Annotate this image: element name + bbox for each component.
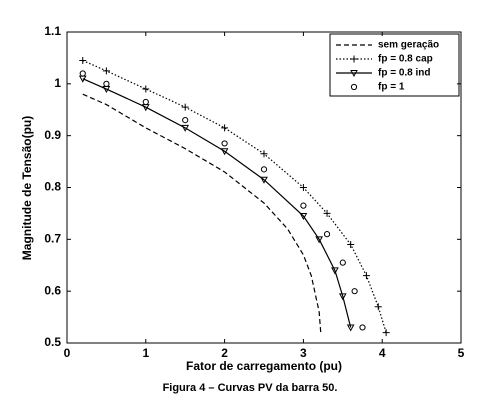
series-line (82, 59, 387, 333)
marker (182, 117, 189, 124)
y-tick-label: 1 (54, 76, 61, 90)
marker (374, 303, 382, 311)
marker (339, 259, 346, 266)
marker (221, 124, 229, 132)
marker (103, 80, 110, 87)
marker (260, 150, 268, 158)
marker (347, 241, 355, 249)
y-tick-label: 0.5 (44, 335, 61, 349)
y-tick-label: 0.6 (44, 283, 61, 297)
marker (142, 98, 149, 106)
marker (79, 70, 86, 77)
x-tick-label: 2 (221, 346, 228, 360)
y-tick-label: 0.7 (44, 232, 61, 246)
legend-label: sem geração (378, 40, 439, 51)
x-tick-label: 3 (300, 346, 307, 360)
marker (102, 67, 110, 75)
marker (350, 70, 358, 78)
marker (351, 288, 358, 295)
marker (346, 324, 355, 332)
marker (331, 267, 339, 275)
marker (350, 83, 358, 91)
marker (299, 184, 307, 191)
x-axis-label: Fator de carregamento (pu) (186, 359, 342, 373)
marker (181, 124, 190, 132)
x-tick-label: 0 (64, 346, 71, 360)
x-tick-label: 5 (458, 346, 465, 360)
marker (260, 176, 268, 184)
marker (300, 202, 307, 209)
marker (142, 85, 150, 93)
marker (362, 272, 370, 280)
marker (220, 148, 229, 156)
marker (359, 324, 366, 331)
marker (79, 57, 87, 65)
y-tick-label: 0.8 (44, 180, 61, 194)
marker (350, 55, 358, 63)
legend-label: fp = 0.8 ind (378, 68, 431, 79)
legend-label: fp = 0.8 cap (378, 54, 433, 65)
marker (323, 209, 331, 217)
legend-label: fp = 1 (378, 82, 405, 93)
y-axis-label: Magnitude de Tensão(pu) (20, 116, 34, 260)
marker (338, 293, 347, 301)
series-line (82, 78, 352, 328)
x-tick-label: 4 (379, 346, 386, 360)
y-tick-label: 1.1 (44, 24, 61, 38)
x-tick-label: 1 (142, 346, 149, 360)
marker (181, 103, 189, 111)
y-tick-label: 0.9 (44, 128, 61, 142)
marker (260, 166, 268, 173)
caption: Figura 4 – Curvas PV da barra 50. (163, 382, 338, 394)
marker (323, 231, 331, 238)
marker (315, 236, 324, 244)
marker (382, 329, 390, 337)
marker (299, 213, 308, 221)
marker (221, 140, 228, 147)
series-line (82, 93, 322, 333)
